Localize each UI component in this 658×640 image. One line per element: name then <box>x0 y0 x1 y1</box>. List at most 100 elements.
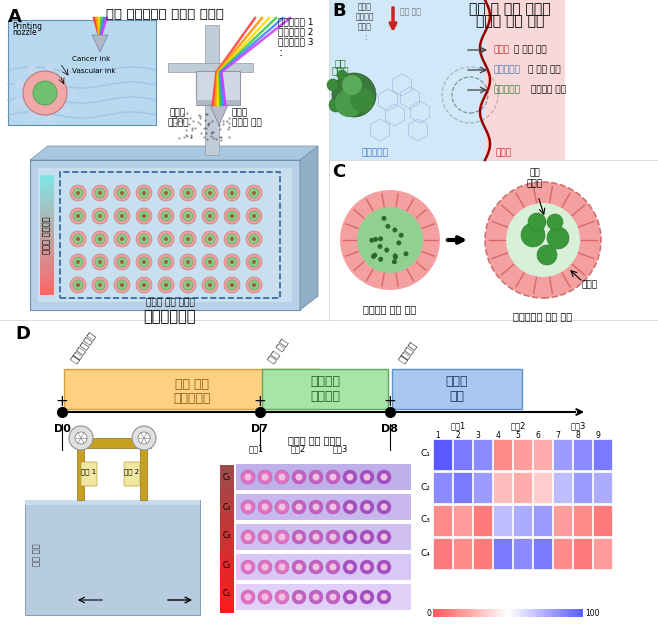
Bar <box>573 472 592 503</box>
Text: 덩어리: 덩어리 <box>331 65 349 75</box>
Bar <box>220 555 234 556</box>
Circle shape <box>138 432 150 444</box>
Polygon shape <box>92 35 108 52</box>
Bar <box>542 609 543 617</box>
Text: C₄: C₄ <box>223 502 231 511</box>
Bar <box>40 266 54 267</box>
Bar <box>480 609 481 617</box>
Bar <box>220 599 234 600</box>
Bar <box>40 178 54 179</box>
Bar <box>220 513 234 514</box>
Bar <box>40 285 54 286</box>
Text: 내부로의 침투: 내부로의 침투 <box>528 86 566 95</box>
Bar <box>500 609 501 617</box>
Bar <box>220 478 234 479</box>
Bar <box>40 226 54 227</box>
Bar <box>40 275 54 276</box>
Bar <box>220 521 234 522</box>
Bar <box>220 576 234 577</box>
Circle shape <box>309 500 323 514</box>
Text: 모델1: 모델1 <box>248 444 264 453</box>
Bar <box>539 609 540 617</box>
Bar <box>40 207 54 208</box>
Bar <box>40 278 54 279</box>
Circle shape <box>120 283 124 287</box>
Circle shape <box>380 534 388 541</box>
Circle shape <box>114 277 130 293</box>
Bar <box>564 609 565 617</box>
Bar <box>535 609 536 617</box>
Bar <box>40 238 54 239</box>
Bar <box>493 472 512 503</box>
Bar <box>568 609 569 617</box>
Circle shape <box>76 260 80 264</box>
Bar <box>40 177 54 178</box>
Bar <box>40 199 54 200</box>
Circle shape <box>73 188 83 198</box>
Circle shape <box>330 534 336 541</box>
Bar <box>550 609 551 617</box>
Text: 6: 6 <box>536 431 540 440</box>
Circle shape <box>73 257 83 267</box>
Bar <box>40 247 54 248</box>
Circle shape <box>23 71 67 115</box>
Bar <box>593 439 612 470</box>
Bar <box>40 176 54 177</box>
Bar <box>484 609 485 617</box>
Bar <box>502 609 503 617</box>
Bar <box>557 609 558 617</box>
Bar <box>479 609 480 617</box>
Circle shape <box>224 231 240 247</box>
Circle shape <box>363 593 370 600</box>
Bar <box>74 438 151 448</box>
Circle shape <box>330 593 336 600</box>
Bar <box>220 504 234 505</box>
Bar <box>40 294 54 295</box>
Bar <box>40 216 54 217</box>
Circle shape <box>347 593 353 600</box>
Text: 다발형
프린팅 노즐: 다발형 프린팅 노즐 <box>232 108 262 127</box>
Bar <box>220 539 234 540</box>
Circle shape <box>521 223 545 247</box>
Circle shape <box>326 560 340 574</box>
Circle shape <box>292 500 306 514</box>
Circle shape <box>92 231 108 247</box>
Circle shape <box>295 504 303 511</box>
Circle shape <box>326 500 340 514</box>
Bar <box>579 609 580 617</box>
Circle shape <box>70 208 86 224</box>
Text: nozzle: nozzle <box>12 28 37 37</box>
Bar <box>38 168 292 302</box>
Text: 모델2: 모델2 <box>290 444 305 453</box>
Circle shape <box>230 260 234 264</box>
Bar <box>220 565 234 566</box>
Circle shape <box>347 474 353 481</box>
Bar <box>501 609 502 617</box>
Text: C₅: C₅ <box>223 474 231 483</box>
Bar <box>220 533 234 534</box>
Text: 1: 1 <box>436 431 440 440</box>
Bar <box>442 609 443 617</box>
Bar <box>220 507 234 508</box>
Text: 모델2: 모델2 <box>511 421 526 430</box>
Bar <box>220 598 234 599</box>
Bar <box>508 609 509 617</box>
Bar <box>60 172 280 298</box>
Bar <box>220 546 234 547</box>
Circle shape <box>275 500 289 514</box>
Bar <box>220 494 234 495</box>
Bar <box>40 260 54 261</box>
Bar <box>220 511 234 512</box>
Bar <box>561 609 562 617</box>
Circle shape <box>309 530 323 544</box>
Circle shape <box>205 280 215 290</box>
Circle shape <box>117 188 127 198</box>
Text: Cancer ink: Cancer ink <box>72 56 111 62</box>
Circle shape <box>363 563 370 570</box>
Bar <box>552 609 553 617</box>
Bar <box>441 609 442 617</box>
Bar <box>436 609 437 617</box>
Bar <box>514 609 515 617</box>
Bar <box>488 609 489 617</box>
Circle shape <box>180 208 196 224</box>
